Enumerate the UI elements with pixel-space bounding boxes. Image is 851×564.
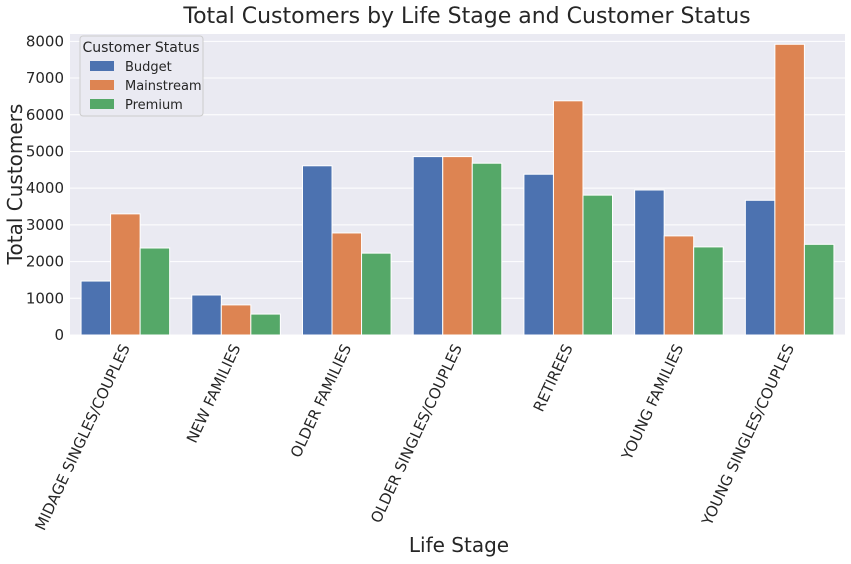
bar-budget-0 bbox=[80, 280, 112, 336]
legend: Customer Status Budget Mainstream Premium bbox=[79, 35, 204, 117]
bar-premium-4 bbox=[582, 194, 614, 336]
bar-mainstream-6 bbox=[774, 43, 805, 336]
bar-premium-2 bbox=[361, 252, 392, 336]
legend-title: Customer Status bbox=[82, 40, 199, 56]
bar-mainstream-2 bbox=[331, 232, 363, 336]
y-tick-label: 8000 bbox=[26, 32, 64, 50]
x-tick-labels: MIDAGE SINGLES/COUPLES NEW FAMILIES OLDER … bbox=[31, 341, 798, 533]
bar-budget-2 bbox=[302, 165, 333, 336]
x-tick-label: OLDER FAMILIES bbox=[287, 341, 355, 460]
bar-premium-0 bbox=[139, 247, 171, 336]
y-axis-label: Total Customers bbox=[3, 104, 27, 266]
legend-label-premium: Premium bbox=[125, 98, 183, 113]
bar-premium-3 bbox=[471, 162, 503, 336]
y-tick-label: 0 bbox=[54, 326, 64, 344]
x-tick-label: RETIREES bbox=[530, 341, 577, 414]
y-tick-label: 3000 bbox=[26, 216, 64, 234]
bar-budget-3 bbox=[412, 156, 444, 336]
bar-mainstream-3 bbox=[442, 156, 473, 336]
bar-premium-5 bbox=[693, 246, 724, 336]
bar-premium-6 bbox=[803, 243, 835, 336]
chart-title: Total Customers by Life Stage and Custom… bbox=[182, 4, 750, 29]
y-tick-label: 2000 bbox=[26, 253, 64, 271]
x-tick-label: YOUNG SINGLES/COUPLES bbox=[698, 341, 798, 529]
bar-budget-1 bbox=[191, 294, 222, 336]
y-tick-label: 6000 bbox=[26, 106, 64, 124]
legend-label-mainstream: Mainstream bbox=[125, 79, 202, 94]
y-tick-label: 1000 bbox=[26, 289, 64, 307]
x-tick-label: NEW FAMILIES bbox=[183, 341, 245, 446]
legend-swatch-premium bbox=[90, 99, 114, 109]
y-tick-label: 5000 bbox=[26, 142, 64, 160]
bar-premium-1 bbox=[250, 313, 281, 336]
bar-budget-4 bbox=[523, 173, 554, 336]
legend-label-budget: Budget bbox=[125, 60, 172, 75]
bar-mainstream-0 bbox=[110, 213, 141, 336]
x-tick-label: YOUNG FAMILIES bbox=[618, 341, 688, 463]
bar-budget-6 bbox=[744, 199, 776, 336]
legend-swatch-mainstream bbox=[90, 80, 114, 90]
legend-box bbox=[79, 35, 204, 117]
bars bbox=[80, 43, 835, 336]
bar-mainstream-5 bbox=[663, 235, 695, 336]
y-tick-label: 4000 bbox=[26, 179, 64, 197]
x-tick-label: OLDER SINGLES/COUPLES bbox=[367, 341, 466, 526]
legend-swatch-budget bbox=[90, 61, 114, 71]
x-axis-label: Life Stage bbox=[409, 533, 509, 557]
y-tick-label: 7000 bbox=[26, 69, 64, 87]
bar-budget-5 bbox=[634, 189, 665, 336]
y-tick-labels: 0 1000 2000 3000 4000 5000 6000 7000 8000 bbox=[26, 32, 64, 344]
bar-mainstream-1 bbox=[220, 304, 252, 336]
x-tick-label: MIDAGE SINGLES/COUPLES bbox=[31, 341, 133, 533]
bar-mainstream-4 bbox=[552, 100, 584, 336]
